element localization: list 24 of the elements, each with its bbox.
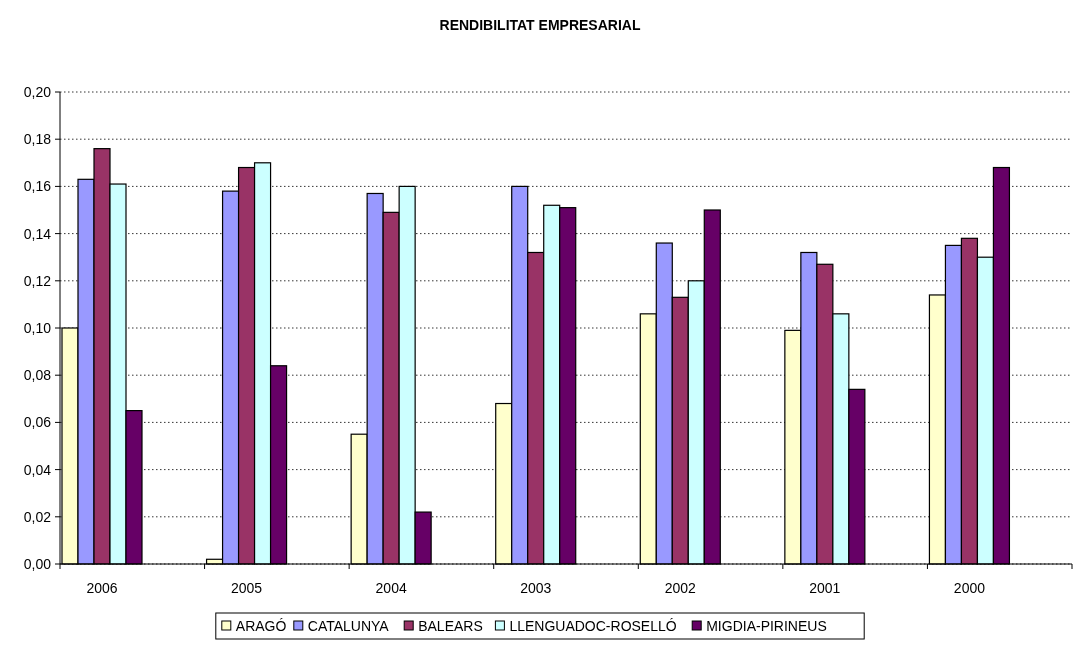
y-tick-label: 0,02 <box>23 508 52 525</box>
x-tick-label: 2004 <box>375 580 407 596</box>
y-tick-label: 0,00 <box>23 555 52 572</box>
x-tick-label: 2005 <box>230 580 263 596</box>
legend-label: ARAGÓ <box>235 617 287 634</box>
chart-title: RENDIBILITAT EMPRESARIAL <box>439 17 641 33</box>
y-tick-label: 0,18 <box>23 131 52 148</box>
legend-label: LLENGUADOC-ROSELLÓ <box>509 617 677 634</box>
legend-label: CATALUNYA <box>307 617 390 634</box>
y-tick-label: 0,14 <box>23 225 52 242</box>
legend-label: BALEARS <box>418 617 483 634</box>
y-tick-label: 0,04 <box>23 461 52 478</box>
y-tick-label: 0,16 <box>23 178 52 195</box>
y-tick-label: 0,20 <box>23 83 52 100</box>
x-tick-label: 2001 <box>809 580 841 596</box>
x-tick-label: 2000 <box>953 580 986 596</box>
y-tick-label: 0,12 <box>23 272 52 289</box>
x-tick-label: 2002 <box>664 580 697 596</box>
y-tick-label: 0,08 <box>23 367 52 384</box>
x-tick-label: 2006 <box>86 580 118 596</box>
legend-label: MIGDIA-PIRINEUS <box>706 617 827 634</box>
y-tick-label: 0,10 <box>23 319 52 336</box>
y-tick-label: 0,06 <box>23 414 52 431</box>
x-tick-label: 2003 <box>520 580 552 596</box>
